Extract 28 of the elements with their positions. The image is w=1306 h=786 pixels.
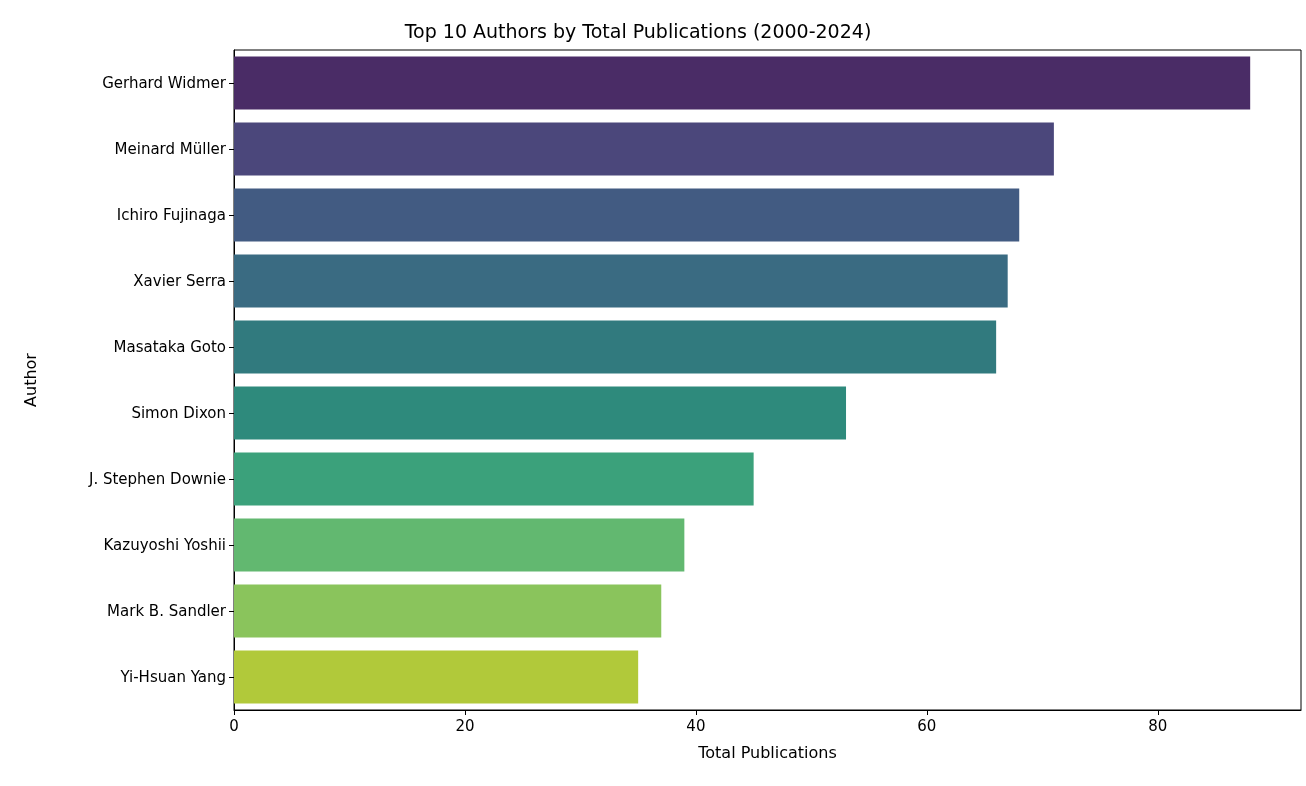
y-tick-label: Kazuyoshi Yoshii bbox=[103, 536, 226, 554]
bar bbox=[234, 320, 997, 374]
y-tick-label: Xavier Serra bbox=[133, 272, 226, 290]
bar bbox=[234, 122, 1054, 176]
y-tick-label: Mark B. Sandler bbox=[107, 602, 227, 620]
x-tick-label: 80 bbox=[1148, 716, 1168, 735]
bar bbox=[234, 254, 1008, 308]
x-axis-title: Total Publications bbox=[697, 742, 837, 762]
bar bbox=[234, 452, 754, 506]
y-tick-label: Gerhard Widmer bbox=[102, 74, 227, 92]
x-tick-label: 20 bbox=[455, 716, 475, 735]
y-tick-label: Simon Dixon bbox=[131, 404, 226, 422]
y-axis-title: Author bbox=[20, 352, 40, 407]
y-tick-label: Yi-Hsuan Yang bbox=[119, 668, 226, 686]
bar bbox=[234, 650, 639, 704]
y-tick-label: J. Stephen Downie bbox=[87, 470, 226, 488]
y-tick-label: Masataka Goto bbox=[113, 338, 226, 356]
x-tick-label: 0 bbox=[229, 716, 239, 735]
x-tick-label: 40 bbox=[686, 716, 706, 735]
y-tick-label: Meinard Müller bbox=[114, 140, 227, 158]
bar bbox=[234, 56, 1251, 110]
y-tick-label: Ichiro Fujinaga bbox=[116, 206, 226, 224]
chart-title: Top 10 Authors by Total Publications (2000-2024) bbox=[403, 19, 872, 42]
bar bbox=[234, 518, 685, 572]
bar bbox=[234, 584, 662, 638]
x-tick-label: 60 bbox=[917, 716, 937, 735]
bar bbox=[234, 188, 1020, 242]
bar bbox=[234, 386, 847, 440]
